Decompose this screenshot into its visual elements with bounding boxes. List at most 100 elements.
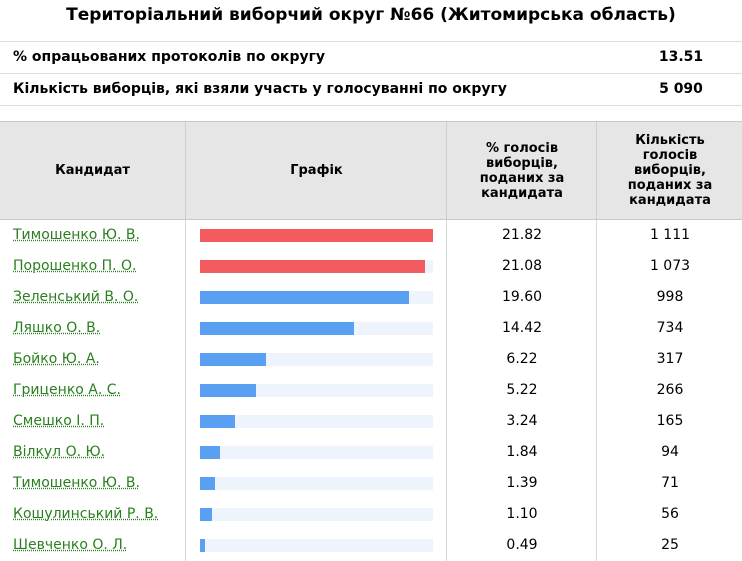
votes-cell: 25 bbox=[596, 530, 742, 561]
percent-cell: 21.82 bbox=[446, 220, 597, 251]
candidate-link[interactable]: Вілкул О. Ю. bbox=[13, 444, 106, 460]
candidate-cell: Шевченко О. Л. bbox=[13, 530, 183, 561]
summary-value: 5 090 bbox=[659, 81, 703, 97]
votes-cell: 266 bbox=[596, 375, 742, 406]
graph-cell bbox=[185, 251, 447, 282]
votes-cell: 734 bbox=[596, 313, 742, 344]
bar-track bbox=[200, 446, 433, 459]
table-row: Ляшко О. В. 14.42 734 bbox=[0, 313, 742, 344]
candidate-cell: Смешко І. П. bbox=[13, 406, 183, 437]
votes-cell: 165 bbox=[596, 406, 742, 437]
header-percent: % голосів виборців, поданих за кандидата bbox=[446, 122, 597, 219]
candidate-link[interactable]: Кошулинський Р. В. bbox=[13, 506, 159, 522]
candidate-cell: Ляшко О. В. bbox=[13, 313, 183, 344]
candidate-cell: Кошулинський Р. В. bbox=[13, 499, 183, 530]
bar-fill bbox=[200, 477, 215, 490]
table-row: Порошенко П. О. 21.08 1 073 bbox=[0, 251, 742, 282]
table-header: Кандидат Графік % голосів виборців, пода… bbox=[0, 121, 742, 220]
bar-track bbox=[200, 322, 433, 335]
bar-fill bbox=[200, 446, 220, 459]
bar-fill bbox=[200, 291, 409, 304]
candidate-cell: Порошенко П. О. bbox=[13, 251, 183, 282]
table-row: Тимошенко Ю. В. 1.39 71 bbox=[0, 468, 742, 499]
table-row: Тимошенко Ю. В. 21.82 1 111 bbox=[0, 220, 742, 251]
candidate-link[interactable]: Тимошенко Ю. В. bbox=[13, 227, 140, 243]
page-title: Територіальний виборчий округ №66 (Житом… bbox=[66, 5, 676, 25]
header-graph: Графік bbox=[185, 122, 447, 219]
table-body: Тимошенко Ю. В. 21.82 1 111 Порошенко П. О.… bbox=[0, 220, 742, 561]
bar-fill bbox=[200, 539, 205, 552]
header-percent-label: % голосів виборців, поданих за кандидата bbox=[479, 140, 565, 201]
candidate-link[interactable]: Шевченко О. Л. bbox=[13, 537, 128, 553]
graph-cell bbox=[185, 220, 447, 251]
bar-fill bbox=[200, 508, 212, 521]
header-votes: Кількість голосів виборців, поданих за к… bbox=[596, 122, 742, 219]
candidate-cell: Бойко Ю. А. bbox=[13, 344, 183, 375]
table-row: Смешко І. П. 3.24 165 bbox=[0, 406, 742, 437]
percent-cell: 1.84 bbox=[446, 437, 597, 468]
candidate-link[interactable]: Гриценко А. С. bbox=[13, 382, 121, 398]
summary-row-protocols: % опрацьованих протоколів по округу 13.5… bbox=[0, 41, 742, 73]
graph-cell bbox=[185, 437, 447, 468]
bar-track bbox=[200, 353, 433, 366]
table-row: Гриценко А. С. 5.22 266 bbox=[0, 375, 742, 406]
candidate-link[interactable]: Порошенко П. О. bbox=[13, 258, 137, 274]
graph-cell bbox=[185, 406, 447, 437]
table-row: Бойко Ю. А. 6.22 317 bbox=[0, 344, 742, 375]
header-votes-label: Кількість голосів виборців, поданих за к… bbox=[627, 133, 713, 208]
bar-track bbox=[200, 291, 433, 304]
bar-fill bbox=[200, 229, 433, 242]
bar-fill bbox=[200, 322, 354, 335]
bar-track bbox=[200, 260, 433, 273]
graph-cell bbox=[185, 313, 447, 344]
bar-fill bbox=[200, 415, 235, 428]
candidate-cell: Гриценко А. С. bbox=[13, 375, 183, 406]
bar-fill bbox=[200, 384, 256, 397]
district-summary: % опрацьованих протоколів по округу 13.5… bbox=[0, 41, 742, 106]
summary-row-turnout: Кількість виборців, які взяли участь у г… bbox=[0, 73, 742, 106]
bar-track bbox=[200, 477, 433, 490]
header-candidate: Кандидат bbox=[55, 163, 130, 178]
summary-label: % опрацьованих протоколів по округу bbox=[13, 49, 326, 65]
votes-cell: 1 111 bbox=[596, 220, 742, 251]
percent-cell: 19.60 bbox=[446, 282, 597, 313]
candidate-cell: Тимошенко Ю. В. bbox=[13, 468, 183, 499]
results-table: Кандидат Графік % голосів виборців, пода… bbox=[0, 121, 742, 561]
bar-fill bbox=[200, 260, 425, 273]
candidate-link[interactable]: Бойко Ю. А. bbox=[13, 351, 100, 367]
graph-cell bbox=[185, 344, 447, 375]
bar-track bbox=[200, 384, 433, 397]
percent-cell: 5.22 bbox=[446, 375, 597, 406]
percent-cell: 14.42 bbox=[446, 313, 597, 344]
votes-cell: 94 bbox=[596, 437, 742, 468]
graph-cell bbox=[185, 375, 447, 406]
bar-track bbox=[200, 415, 433, 428]
summary-label: Кількість виборців, які взяли участь у г… bbox=[13, 81, 507, 97]
graph-cell bbox=[185, 499, 447, 530]
percent-cell: 0.49 bbox=[446, 530, 597, 561]
percent-cell: 3.24 bbox=[446, 406, 597, 437]
candidate-cell: Тимошенко Ю. В. bbox=[13, 220, 183, 251]
percent-cell: 1.10 bbox=[446, 499, 597, 530]
percent-cell: 1.39 bbox=[446, 468, 597, 499]
candidate-link[interactable]: Ляшко О. В. bbox=[13, 320, 101, 336]
table-row: Зеленський В. О. 19.60 998 bbox=[0, 282, 742, 313]
votes-cell: 1 073 bbox=[596, 251, 742, 282]
graph-cell bbox=[185, 468, 447, 499]
bar-track bbox=[200, 229, 433, 242]
bar-track bbox=[200, 539, 433, 552]
table-row: Кошулинський Р. В. 1.10 56 bbox=[0, 499, 742, 530]
table-row: Шевченко О. Л. 0.49 25 bbox=[0, 530, 742, 561]
candidate-link[interactable]: Смешко І. П. bbox=[13, 413, 105, 429]
percent-cell: 21.08 bbox=[446, 251, 597, 282]
votes-cell: 56 bbox=[596, 499, 742, 530]
candidate-link[interactable]: Тимошенко Ю. В. bbox=[13, 475, 140, 491]
graph-cell bbox=[185, 530, 447, 561]
bar-track bbox=[200, 508, 433, 521]
candidate-cell: Вілкул О. Ю. bbox=[13, 437, 183, 468]
candidate-cell: Зеленський В. О. bbox=[13, 282, 183, 313]
table-row: Вілкул О. Ю. 1.84 94 bbox=[0, 437, 742, 468]
votes-cell: 71 bbox=[596, 468, 742, 499]
summary-value: 13.51 bbox=[658, 49, 704, 65]
candidate-link[interactable]: Зеленський В. О. bbox=[13, 289, 139, 305]
